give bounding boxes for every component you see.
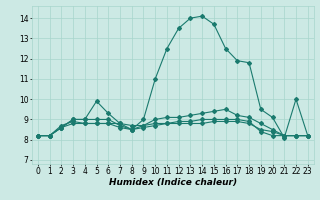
X-axis label: Humidex (Indice chaleur): Humidex (Indice chaleur): [109, 178, 237, 187]
